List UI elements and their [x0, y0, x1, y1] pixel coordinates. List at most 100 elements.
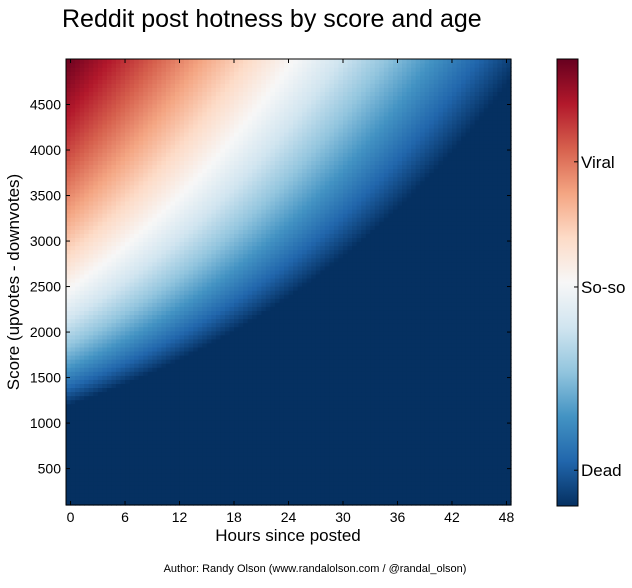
- heatmap-cell: [129, 302, 135, 307]
- heatmap-cell: [461, 318, 467, 324]
- heatmap-cell: [456, 407, 462, 413]
- heatmap-cell: [143, 338, 149, 344]
- heatmap-cell: [261, 371, 267, 376]
- heatmap-cell: [451, 432, 458, 437]
- heatmap-cell: [483, 363, 489, 368]
- heatmap-cell: [347, 432, 353, 437]
- heatmap-cell: [215, 427, 221, 433]
- heatmap-cell: [424, 464, 430, 470]
- heatmap-cell: [256, 363, 262, 368]
- heatmap-cell: [447, 330, 453, 336]
- heatmap-cell: [302, 330, 308, 336]
- heatmap-cell: [75, 484, 81, 490]
- heatmap-cell: [134, 350, 140, 356]
- heatmap-cell: [474, 367, 480, 372]
- heatmap-cell: [252, 472, 258, 478]
- heatmap-cell: [143, 359, 149, 364]
- heatmap-cell: [338, 302, 344, 307]
- heatmap-cell: [120, 448, 126, 453]
- heatmap-cell: [184, 432, 190, 437]
- heatmap-cell: [234, 423, 240, 429]
- heatmap-cell: [297, 436, 303, 441]
- heatmap-cell: [147, 375, 153, 380]
- heatmap-cell: [184, 492, 190, 498]
- heatmap-cell: [174, 419, 181, 425]
- heatmap-cell: [347, 456, 353, 461]
- heatmap-cell: [193, 326, 199, 332]
- heatmap-cell: [215, 419, 221, 425]
- heatmap-cell: [252, 395, 258, 401]
- heatmap-cell: [402, 419, 408, 425]
- heatmap-cell: [143, 387, 149, 393]
- heatmap-cell: [193, 354, 199, 360]
- heatmap-cell: [193, 314, 199, 320]
- heatmap-cell: [261, 298, 267, 303]
- heatmap-cell: [243, 371, 249, 376]
- heatmap-cell: [342, 363, 349, 368]
- heatmap-cell: [411, 480, 417, 486]
- heatmap-cell: [288, 314, 294, 320]
- heatmap-cell: [474, 500, 480, 506]
- heatmap-cell: [447, 468, 453, 474]
- heatmap-cell: [483, 334, 489, 340]
- heatmap-cell: [492, 326, 498, 332]
- heatmap-cell: [274, 359, 281, 364]
- heatmap-cell: [152, 444, 158, 449]
- heatmap-cell: [420, 379, 426, 384]
- heatmap-cell: [306, 306, 312, 311]
- heatmap-cell: [320, 456, 326, 461]
- heatmap-cell: [392, 407, 399, 413]
- heatmap-cell: [438, 492, 444, 498]
- heatmap-cell: [125, 395, 131, 401]
- heatmap-cell: [365, 452, 371, 457]
- heatmap-cell: [75, 472, 81, 478]
- heatmap-cell: [365, 367, 371, 372]
- heatmap-cell: [193, 387, 199, 393]
- heatmap-cell: [506, 383, 512, 389]
- heatmap-cell: [488, 342, 494, 348]
- heatmap-cell: [161, 500, 167, 506]
- heatmap-cell: [279, 480, 285, 486]
- heatmap-cell: [424, 496, 430, 502]
- heatmap-cell: [270, 371, 276, 376]
- heatmap-cell: [324, 452, 330, 457]
- heatmap-cell: [397, 472, 403, 478]
- heatmap-cell: [234, 419, 240, 425]
- heatmap-cell: [188, 456, 194, 461]
- heatmap-cell: [174, 427, 181, 433]
- heatmap-cell: [220, 359, 226, 364]
- heatmap-cell: [383, 492, 389, 498]
- heatmap-cell: [411, 432, 417, 437]
- heatmap-cell: [84, 488, 90, 494]
- heatmap-cell: [188, 379, 194, 384]
- heatmap-cell: [329, 472, 335, 478]
- heatmap-cell: [97, 302, 103, 307]
- heatmap-cell: [170, 411, 176, 417]
- heatmap-cell: [188, 314, 194, 320]
- heatmap-cell: [347, 488, 353, 494]
- heatmap-cell: [270, 448, 276, 453]
- heatmap-cell: [392, 302, 399, 307]
- heatmap-cell: [442, 423, 449, 429]
- heatmap-cell: [497, 415, 503, 421]
- heatmap-cell: [311, 371, 317, 376]
- heatmap-cell: [93, 472, 99, 478]
- heatmap-cell: [184, 452, 190, 457]
- heatmap-cell: [483, 464, 489, 470]
- heatmap-cell: [370, 338, 376, 344]
- heatmap-cell: [147, 371, 153, 376]
- heatmap-cell: [238, 472, 244, 478]
- heatmap-cell: [106, 456, 113, 461]
- heatmap-cell: [179, 298, 185, 303]
- heatmap-cell: [247, 354, 253, 360]
- heatmap-cell: [483, 411, 489, 417]
- heatmap-cell: [179, 371, 185, 376]
- heatmap-cell: [224, 464, 231, 470]
- heatmap-cell: [75, 399, 81, 405]
- heatmap-cell: [347, 427, 353, 433]
- heatmap-cell: [270, 379, 276, 384]
- heatmap-cell: [324, 330, 330, 336]
- heatmap-cell: [374, 476, 380, 482]
- heatmap-cell: [152, 472, 158, 478]
- heatmap-cell: [170, 371, 176, 376]
